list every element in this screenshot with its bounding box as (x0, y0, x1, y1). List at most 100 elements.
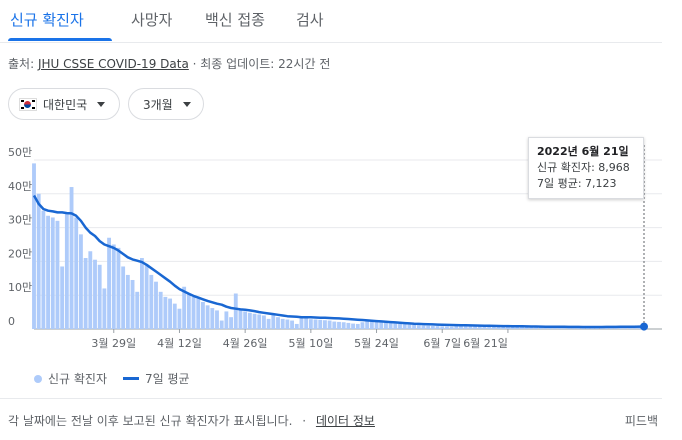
bar[interactable] (318, 319, 323, 329)
bar[interactable] (130, 279, 135, 329)
bar[interactable] (238, 310, 243, 329)
bar[interactable] (515, 326, 520, 329)
bar[interactable] (322, 320, 327, 329)
bar[interactable] (529, 326, 534, 329)
bar[interactable] (186, 293, 191, 329)
bar[interactable] (473, 325, 478, 329)
bar[interactable] (158, 291, 163, 329)
bar[interactable] (200, 301, 205, 329)
bar[interactable] (383, 322, 388, 329)
bar[interactable] (125, 274, 130, 329)
bar[interactable] (229, 317, 234, 329)
bar[interactable] (360, 322, 365, 329)
source-link[interactable]: JHU CSSE COVID-19 Data (37, 57, 189, 71)
bar[interactable] (501, 326, 506, 329)
bar[interactable] (210, 308, 215, 329)
bar[interactable] (308, 319, 313, 329)
bar[interactable] (36, 193, 41, 329)
bar[interactable] (468, 325, 473, 329)
tab-new-cases[interactable]: 신규 확진자 (10, 11, 84, 29)
bar[interactable] (407, 324, 412, 329)
bar[interactable] (111, 244, 116, 330)
feedback-link[interactable]: 피드백 (624, 414, 658, 428)
bar[interactable] (346, 322, 351, 329)
bar[interactable] (172, 303, 177, 329)
bar[interactable] (416, 325, 421, 329)
bar[interactable] (163, 296, 168, 329)
bar[interactable] (168, 298, 173, 329)
bar[interactable] (454, 325, 459, 329)
bar[interactable] (257, 314, 262, 329)
bar[interactable] (78, 234, 83, 329)
bar[interactable] (524, 326, 529, 329)
bar[interactable] (261, 315, 266, 329)
bar[interactable] (548, 327, 553, 329)
bar[interactable] (440, 326, 445, 329)
bar[interactable] (327, 320, 332, 329)
bar[interactable] (505, 326, 510, 329)
bar[interactable] (191, 296, 196, 329)
bar[interactable] (491, 326, 496, 329)
tab-vaccinations[interactable]: 백신 접종 (205, 11, 265, 29)
bar[interactable] (121, 266, 126, 329)
bar[interactable] (459, 325, 463, 329)
bar[interactable] (271, 313, 276, 329)
bar[interactable] (402, 324, 407, 329)
bar[interactable] (412, 324, 417, 329)
bar[interactable] (294, 323, 299, 329)
tab-deaths[interactable]: 사망자 (131, 11, 173, 29)
bar[interactable] (97, 264, 102, 329)
bar[interactable] (219, 320, 224, 329)
bar[interactable] (41, 210, 46, 329)
bar[interactable] (107, 237, 112, 329)
bar[interactable] (233, 293, 238, 329)
bar[interactable] (32, 163, 36, 329)
bar[interactable] (83, 258, 88, 329)
bar[interactable] (355, 323, 360, 329)
bar[interactable] (252, 313, 257, 329)
bar[interactable] (332, 321, 337, 329)
bar[interactable] (313, 319, 318, 329)
bar[interactable] (398, 323, 402, 329)
bar[interactable] (534, 326, 539, 329)
bar[interactable] (379, 322, 384, 329)
bar[interactable] (74, 217, 79, 329)
bar[interactable] (280, 318, 285, 329)
bar[interactable] (224, 311, 229, 329)
bar[interactable] (55, 220, 60, 329)
bar[interactable] (266, 318, 271, 329)
bar[interactable] (393, 323, 398, 329)
bar[interactable] (60, 266, 65, 329)
bar[interactable] (482, 326, 487, 329)
bar[interactable] (154, 281, 158, 329)
bar[interactable] (50, 217, 55, 329)
bar[interactable] (421, 325, 426, 329)
bar[interactable] (543, 326, 548, 329)
bar[interactable] (93, 259, 97, 329)
bar[interactable] (285, 319, 290, 329)
bar[interactable] (510, 326, 515, 329)
bar[interactable] (276, 317, 280, 329)
bar[interactable] (365, 321, 370, 329)
bar[interactable] (182, 286, 187, 329)
bar[interactable] (290, 320, 295, 329)
bar[interactable] (247, 312, 252, 329)
bar[interactable] (69, 187, 74, 329)
bar[interactable] (299, 316, 304, 329)
bar[interactable] (139, 258, 144, 329)
bar[interactable] (444, 326, 449, 329)
bar[interactable] (144, 264, 149, 329)
tab-tests[interactable]: 검사 (296, 11, 324, 29)
bar[interactable] (388, 323, 393, 329)
bar[interactable] (374, 321, 379, 329)
data-info-link[interactable]: 데이터 정보 (315, 414, 375, 428)
bar[interactable] (102, 288, 107, 329)
bar[interactable] (341, 322, 346, 329)
bar[interactable] (304, 318, 309, 329)
bar[interactable] (116, 247, 121, 329)
bar[interactable] (477, 326, 482, 329)
bar[interactable] (463, 325, 468, 329)
bar[interactable] (135, 291, 140, 329)
bar[interactable] (337, 321, 341, 329)
bar[interactable] (426, 325, 431, 329)
